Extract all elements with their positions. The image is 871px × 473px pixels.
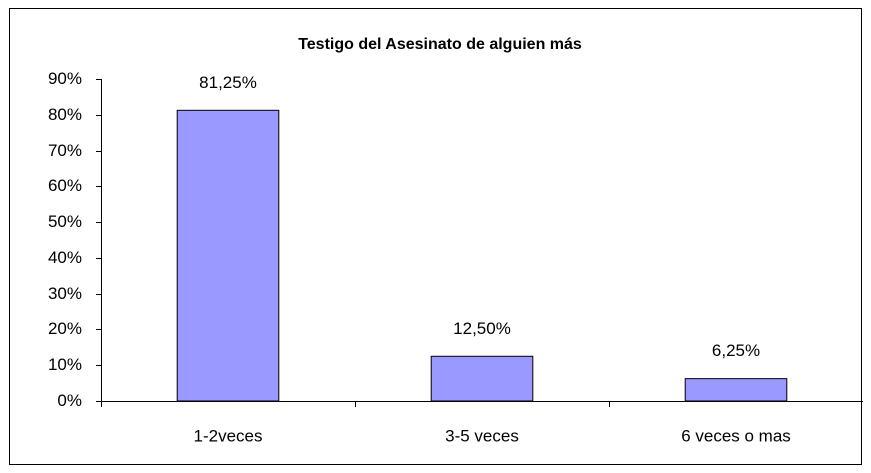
value-label: 81,25% bbox=[199, 73, 257, 92]
y-tick-label: 50% bbox=[48, 212, 82, 231]
y-tick-label: 40% bbox=[48, 248, 82, 267]
y-tick-label: 70% bbox=[48, 141, 82, 160]
bar bbox=[176, 109, 280, 402]
y-tick-label: 80% bbox=[48, 105, 82, 124]
x-tick-label: 1-2veces bbox=[194, 426, 263, 445]
y-tick-label: 90% bbox=[48, 69, 82, 88]
y-tick-label: 60% bbox=[48, 176, 82, 195]
value-label: 6,25% bbox=[712, 341, 760, 360]
y-tick-label: 10% bbox=[48, 355, 82, 374]
y-tick-label: 20% bbox=[48, 319, 82, 338]
bar bbox=[430, 355, 534, 402]
y-tick-label: 0% bbox=[57, 391, 82, 410]
bar bbox=[684, 378, 788, 402]
y-tick-label: 30% bbox=[48, 284, 82, 303]
value-label: 12,50% bbox=[453, 319, 511, 338]
chart-title: Testigo del Asesinato de alguien más bbox=[298, 36, 582, 53]
x-tick-label: 3-5 veces bbox=[445, 426, 519, 445]
x-tick-label: 6 veces o mas bbox=[681, 426, 791, 445]
